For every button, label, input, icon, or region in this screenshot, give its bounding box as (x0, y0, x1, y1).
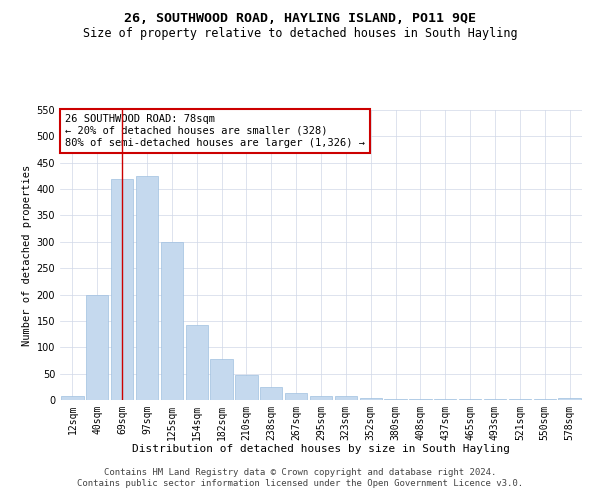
Bar (235, 374, 257, 400)
Bar (385, 399, 407, 400)
Bar (409, 399, 431, 400)
Bar (285, 393, 307, 400)
X-axis label: Distribution of detached houses by size in South Hayling: Distribution of detached houses by size … (132, 444, 510, 454)
Bar (161, 242, 183, 400)
Text: 26, SOUTHWOOD ROAD, HAYLING ISLAND, PO11 9QE: 26, SOUTHWOOD ROAD, HAYLING ISLAND, PO11… (124, 12, 476, 26)
Bar (335, 396, 357, 400)
Text: Size of property relative to detached houses in South Hayling: Size of property relative to detached ho… (83, 28, 517, 40)
Text: 26 SOUTHWOOD ROAD: 78sqm
← 20% of detached houses are smaller (328)
80% of semi-: 26 SOUTHWOOD ROAD: 78sqm ← 20% of detach… (65, 114, 365, 148)
Bar (310, 396, 332, 400)
Bar (61, 396, 83, 400)
Y-axis label: Number of detached properties: Number of detached properties (22, 164, 32, 346)
Bar (86, 294, 109, 400)
Bar (559, 398, 581, 400)
Bar (111, 178, 133, 400)
Bar (185, 324, 208, 400)
Bar (359, 398, 382, 400)
Bar (211, 359, 233, 400)
Bar (136, 176, 158, 400)
Bar (260, 387, 283, 400)
Text: Contains HM Land Registry data © Crown copyright and database right 2024.
Contai: Contains HM Land Registry data © Crown c… (77, 468, 523, 487)
